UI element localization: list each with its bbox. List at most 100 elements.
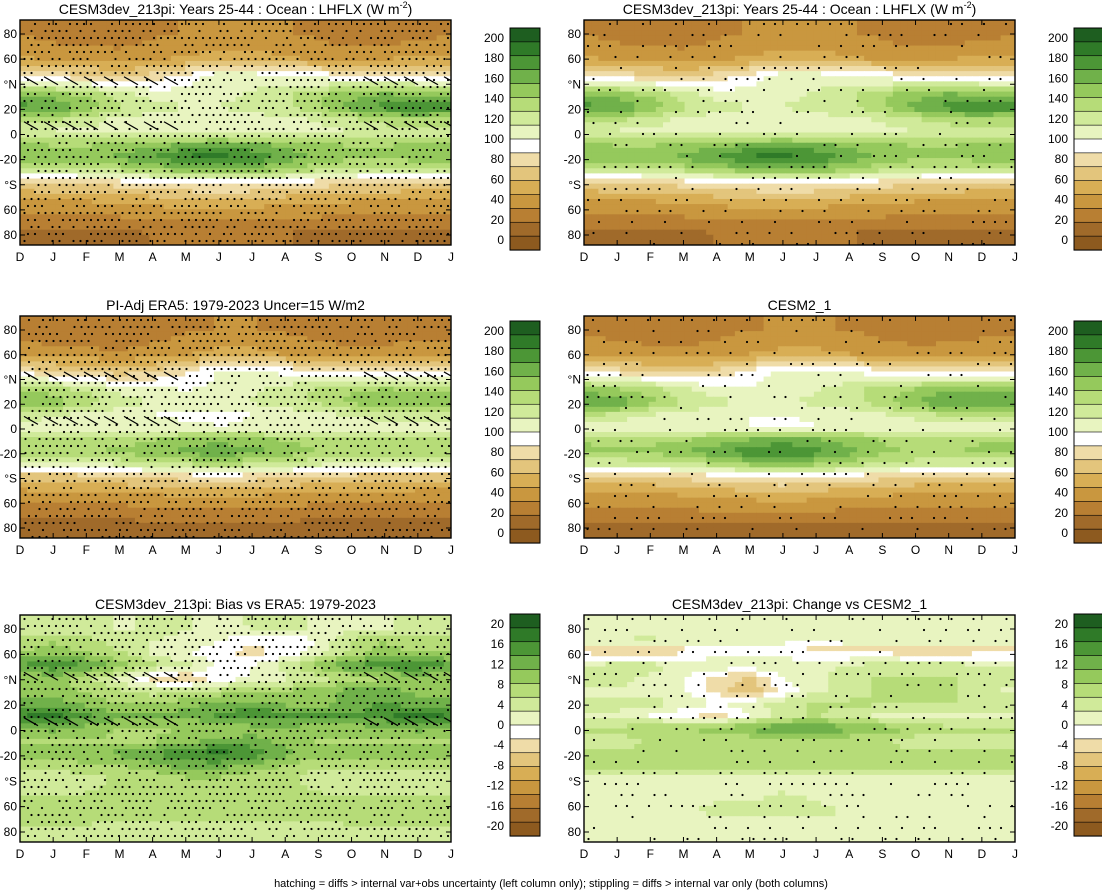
stipple-dot bbox=[208, 162, 212, 166]
heatmap-cell bbox=[106, 50, 114, 57]
colorbar-box bbox=[509, 208, 541, 223]
heatmap-cell bbox=[350, 193, 359, 200]
heatmap-cell bbox=[185, 66, 193, 72]
heatmap-cell bbox=[350, 204, 359, 210]
heatmap-cell bbox=[48, 239, 57, 245]
heatmap-cell bbox=[357, 117, 366, 123]
heatmap-cell bbox=[27, 25, 35, 31]
heatmap-cell bbox=[127, 20, 136, 26]
heatmap-cell bbox=[235, 25, 244, 31]
heatmap-cell bbox=[422, 30, 431, 36]
heatmap-cell bbox=[357, 229, 366, 236]
heatmap-cell bbox=[206, 45, 215, 52]
stipple-dot bbox=[177, 141, 180, 145]
heatmap-cell bbox=[41, 219, 50, 226]
heatmap-cell bbox=[921, 20, 930, 26]
heatmap-cell bbox=[63, 173, 71, 180]
heatmap-cell bbox=[749, 55, 757, 62]
stipple-dot bbox=[187, 176, 191, 180]
heatmap-cell bbox=[120, 112, 129, 118]
heatmap-cell bbox=[357, 20, 366, 26]
heatmap-cell bbox=[278, 239, 287, 245]
heatmap-cell bbox=[199, 81, 208, 88]
heatmap-cell bbox=[821, 45, 829, 52]
heatmap-cell bbox=[292, 76, 301, 82]
heatmap-cell bbox=[885, 86, 894, 93]
stipple-dot bbox=[198, 211, 201, 215]
heatmap-cell bbox=[677, 60, 686, 67]
heatmap-cell bbox=[828, 50, 837, 57]
stipple-dot bbox=[303, 155, 306, 159]
heatmap-cell bbox=[149, 50, 158, 57]
stipple-dot bbox=[142, 183, 145, 187]
stipple-dot bbox=[383, 64, 387, 68]
stipple-dot bbox=[166, 176, 170, 180]
heatmap-cell bbox=[264, 127, 273, 134]
stipple-dot bbox=[338, 71, 341, 75]
heatmap-cell bbox=[120, 66, 129, 72]
heatmap-cell bbox=[41, 25, 50, 31]
heatmap-cell bbox=[986, 50, 995, 57]
stipple-dot bbox=[68, 50, 72, 54]
stipple-dot bbox=[184, 197, 187, 201]
stipple-dot bbox=[397, 64, 401, 68]
stipple-dot bbox=[443, 169, 446, 173]
heatmap-cell bbox=[34, 188, 43, 195]
stipple-dot bbox=[359, 225, 362, 229]
stipple-dot bbox=[194, 162, 198, 166]
stipple-dot bbox=[54, 148, 58, 152]
heatmap-cell bbox=[400, 86, 409, 93]
heatmap-cell bbox=[777, 81, 786, 88]
heatmap-cell bbox=[393, 45, 402, 52]
stipple-dot bbox=[313, 106, 317, 110]
heatmap-cell bbox=[957, 25, 966, 31]
heatmap-cell bbox=[41, 198, 50, 205]
heatmap-cell bbox=[292, 198, 301, 205]
heatmap-cell bbox=[264, 239, 273, 245]
heatmap-cell bbox=[228, 158, 237, 164]
heatmap-cell bbox=[663, 30, 671, 36]
heatmap-cell bbox=[120, 158, 129, 164]
heatmap-cell bbox=[120, 219, 129, 226]
stipple-dot bbox=[89, 120, 93, 124]
heatmap-cell bbox=[257, 132, 265, 139]
heatmap-cell bbox=[156, 204, 165, 210]
heatmap-cell bbox=[278, 142, 287, 149]
heatmap-cell bbox=[206, 71, 215, 77]
heatmap-cell bbox=[400, 209, 409, 215]
stipple-dot bbox=[187, 106, 191, 110]
heatmap-cell bbox=[907, 40, 916, 47]
stipple-dot bbox=[436, 211, 439, 215]
heatmap-cell bbox=[99, 117, 107, 123]
heatmap-cell bbox=[257, 101, 265, 108]
heatmap-cell bbox=[192, 183, 201, 190]
heatmap-cell bbox=[957, 50, 966, 57]
heatmap-cell bbox=[257, 20, 265, 26]
heatmap-cell bbox=[407, 86, 416, 93]
stipple-dot bbox=[159, 148, 163, 152]
heatmap-cell bbox=[77, 152, 86, 159]
heatmap-cell bbox=[393, 106, 402, 113]
heatmap-cell bbox=[677, 30, 686, 36]
stipple-dot bbox=[366, 71, 369, 75]
heatmap-cell bbox=[285, 40, 294, 47]
stipple-dot bbox=[124, 190, 128, 194]
stipple-dot bbox=[264, 176, 268, 180]
heatmap-cell bbox=[300, 25, 308, 31]
stipple-dot bbox=[299, 162, 303, 166]
heatmap-cell bbox=[84, 147, 93, 154]
stipple-dot bbox=[79, 99, 82, 103]
heatmap-cell bbox=[213, 25, 222, 31]
stipple-dot bbox=[68, 92, 72, 96]
stipple-dot bbox=[376, 190, 380, 194]
heatmap-cell bbox=[300, 81, 308, 88]
heatmap-cell bbox=[813, 35, 822, 42]
heatmap-cell bbox=[634, 30, 643, 36]
stipple-dot bbox=[40, 78, 44, 82]
stipple-dot bbox=[240, 29, 243, 33]
heatmap-cell bbox=[935, 45, 944, 52]
heatmap-cell bbox=[185, 234, 193, 241]
heatmap-cell bbox=[314, 188, 323, 195]
stipple-dot bbox=[226, 43, 229, 47]
heatmap-cell bbox=[63, 25, 71, 31]
